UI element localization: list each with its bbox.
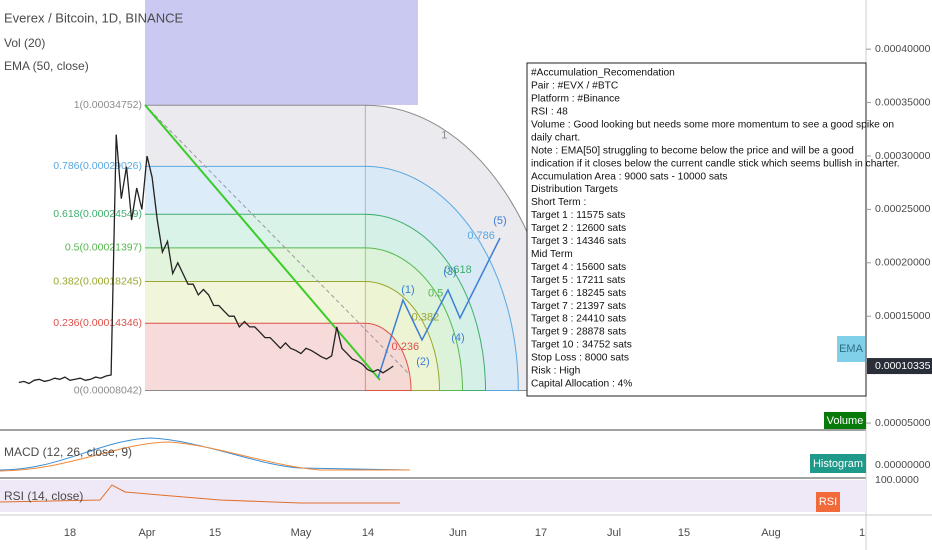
- macd-tick: 0.00000000: [875, 459, 931, 471]
- fib-group: 1(0.00034752) 1 0.786(0.00029026) 0.786 0.61…: [53, 99, 561, 396]
- x-tick-label: 18: [64, 527, 76, 539]
- note-line: Target 6 : 18245 sats: [531, 288, 626, 299]
- last-price-label: 0.00010335: [875, 360, 931, 372]
- note-line: Short Term :: [531, 197, 586, 208]
- x-tick-label: 1: [859, 527, 865, 539]
- elliott-path: [377, 237, 501, 379]
- note-box: [526, 62, 867, 397]
- note-line: Target 1 : 11575 sats: [531, 210, 625, 221]
- wave-label: (3): [443, 266, 456, 278]
- note-line: Pair : #EVX / #BTC: [531, 81, 618, 92]
- fib-arc-label: 0.382: [412, 311, 440, 323]
- y-tick-label: 0.00040000: [875, 43, 931, 55]
- badge-rsi: RSI: [819, 496, 837, 508]
- wave-label: (1): [401, 284, 414, 296]
- fib-label: 0.5(0.00021397): [65, 242, 142, 254]
- badge: [816, 492, 840, 512]
- fib-label: 0(0.00008042): [74, 384, 142, 396]
- macd-line: [0, 437, 411, 471]
- x-tick-label: Jul: [607, 527, 621, 539]
- time-zone: [145, 0, 418, 105]
- x-tick-label: 15: [209, 527, 221, 539]
- fib-band: [145, 105, 365, 167]
- badge-ema: EMA: [839, 343, 864, 355]
- fib-band: [145, 166, 365, 215]
- badge-histogram: Histogram: [813, 458, 863, 470]
- x-tick-label: Apr: [138, 527, 155, 539]
- note-line: Target 7 : 21397 sats: [531, 301, 626, 312]
- rsi-band: [0, 480, 866, 512]
- last-price-tag: [867, 358, 932, 375]
- note-line: Target 5 : 17211 sats: [531, 275, 625, 286]
- x-tick-label: Jun: [449, 527, 467, 539]
- fib-arc-label: 0.236: [392, 341, 420, 353]
- badge: [810, 454, 866, 473]
- note-line: Risk : High: [531, 366, 580, 377]
- macd-label: MACD (12, 26, close, 9): [4, 445, 132, 459]
- note-line: Target 9 : 28878 sats: [531, 327, 626, 338]
- rsi-line: [0, 484, 400, 504]
- note-line: Capital Allocation : 4%: [531, 378, 632, 389]
- y-tick-label: 0.00030000: [875, 150, 931, 162]
- note-line: Volume : Good looking but needs some mor…: [531, 119, 894, 130]
- wave-label: (2): [416, 356, 429, 368]
- note-line: Accumulation Area : 9000 sats - 10000 sa…: [531, 171, 728, 182]
- y-tick-label: 0.00035000: [875, 96, 931, 108]
- x-tick-label: 15: [678, 527, 690, 539]
- fib-band: [145, 323, 365, 391]
- wave-label: (5): [493, 215, 506, 227]
- note-line: Target 8 : 24410 sats: [531, 314, 626, 325]
- trend-dash: [144, 104, 411, 376]
- fib-label: 0.236(0.00014346): [53, 317, 142, 329]
- fib-label: 0.618(0.00024549): [53, 208, 142, 220]
- trend-line: [144, 104, 381, 381]
- badge: [837, 336, 865, 362]
- x-tick-label: May: [291, 527, 312, 539]
- indicator: EMA (50, close): [4, 59, 89, 73]
- note-line: Note : EMA[50] struggling to become belo…: [531, 145, 854, 156]
- x-tick-label: Aug: [761, 527, 781, 539]
- note-line: indication if it closes below the curren…: [531, 158, 900, 169]
- fib-arc-label: 0.5: [428, 288, 443, 300]
- note-line: Target 2 : 12600 sats: [531, 223, 626, 234]
- fib-label: 1(0.00034752): [74, 99, 142, 111]
- indicator: Vol (20): [4, 36, 45, 50]
- note-line: Platform : #Binance: [531, 94, 620, 105]
- note: #Accumulation_Recomendation Pair : #EVX /…: [531, 68, 900, 390]
- fib-label: 0.382(0.00018245): [53, 275, 142, 287]
- fib-arc-label: 0.786: [467, 230, 495, 242]
- symbol: Everex / Bitcoin, 1D, BINANCE: [4, 10, 183, 25]
- note-line: Target 4 : 15600 sats: [531, 262, 626, 273]
- note-line: Distribution Targets: [531, 184, 618, 195]
- note-line: Mid Term: [531, 249, 573, 260]
- y-tick-label: 0.00025000: [875, 203, 931, 215]
- fib-arc-label: 1: [441, 130, 447, 142]
- badge-volume: Volume: [827, 415, 864, 427]
- y-tick-label: 0.00020000: [875, 257, 931, 269]
- note-line: Target 3 : 14346 sats: [531, 236, 626, 247]
- price-group: [18, 134, 394, 385]
- macd-signal: [0, 441, 410, 472]
- note-line: Target 10 : 34752 sats: [531, 340, 632, 351]
- rsi-label: RSI (14, close): [4, 489, 83, 503]
- fib-arc-label: 0.618: [444, 264, 472, 276]
- x-tick-label: 17: [535, 527, 547, 539]
- y-tick-label: 0.00015000: [875, 310, 931, 322]
- note-line: #Accumulation_Recomendation: [531, 68, 675, 79]
- fib-band: [145, 214, 365, 248]
- y-tick-label: 0.00005000: [875, 417, 931, 429]
- fib-arc: [364, 322, 412, 392]
- wave-label: (4): [451, 332, 464, 344]
- note-line: Stop Loss : 8000 sats: [531, 353, 629, 364]
- x-tick-label: 14: [362, 527, 374, 539]
- fib-band: [145, 281, 365, 324]
- rsi-tick: 100.0000: [875, 474, 919, 486]
- badge: [824, 412, 866, 429]
- fib-label: 0.786(0.00029026): [53, 160, 142, 172]
- fib-band: [145, 247, 365, 282]
- note-line: daily chart.: [531, 132, 580, 143]
- price-line: [18, 134, 394, 385]
- note-line: RSI : 48: [531, 107, 568, 118]
